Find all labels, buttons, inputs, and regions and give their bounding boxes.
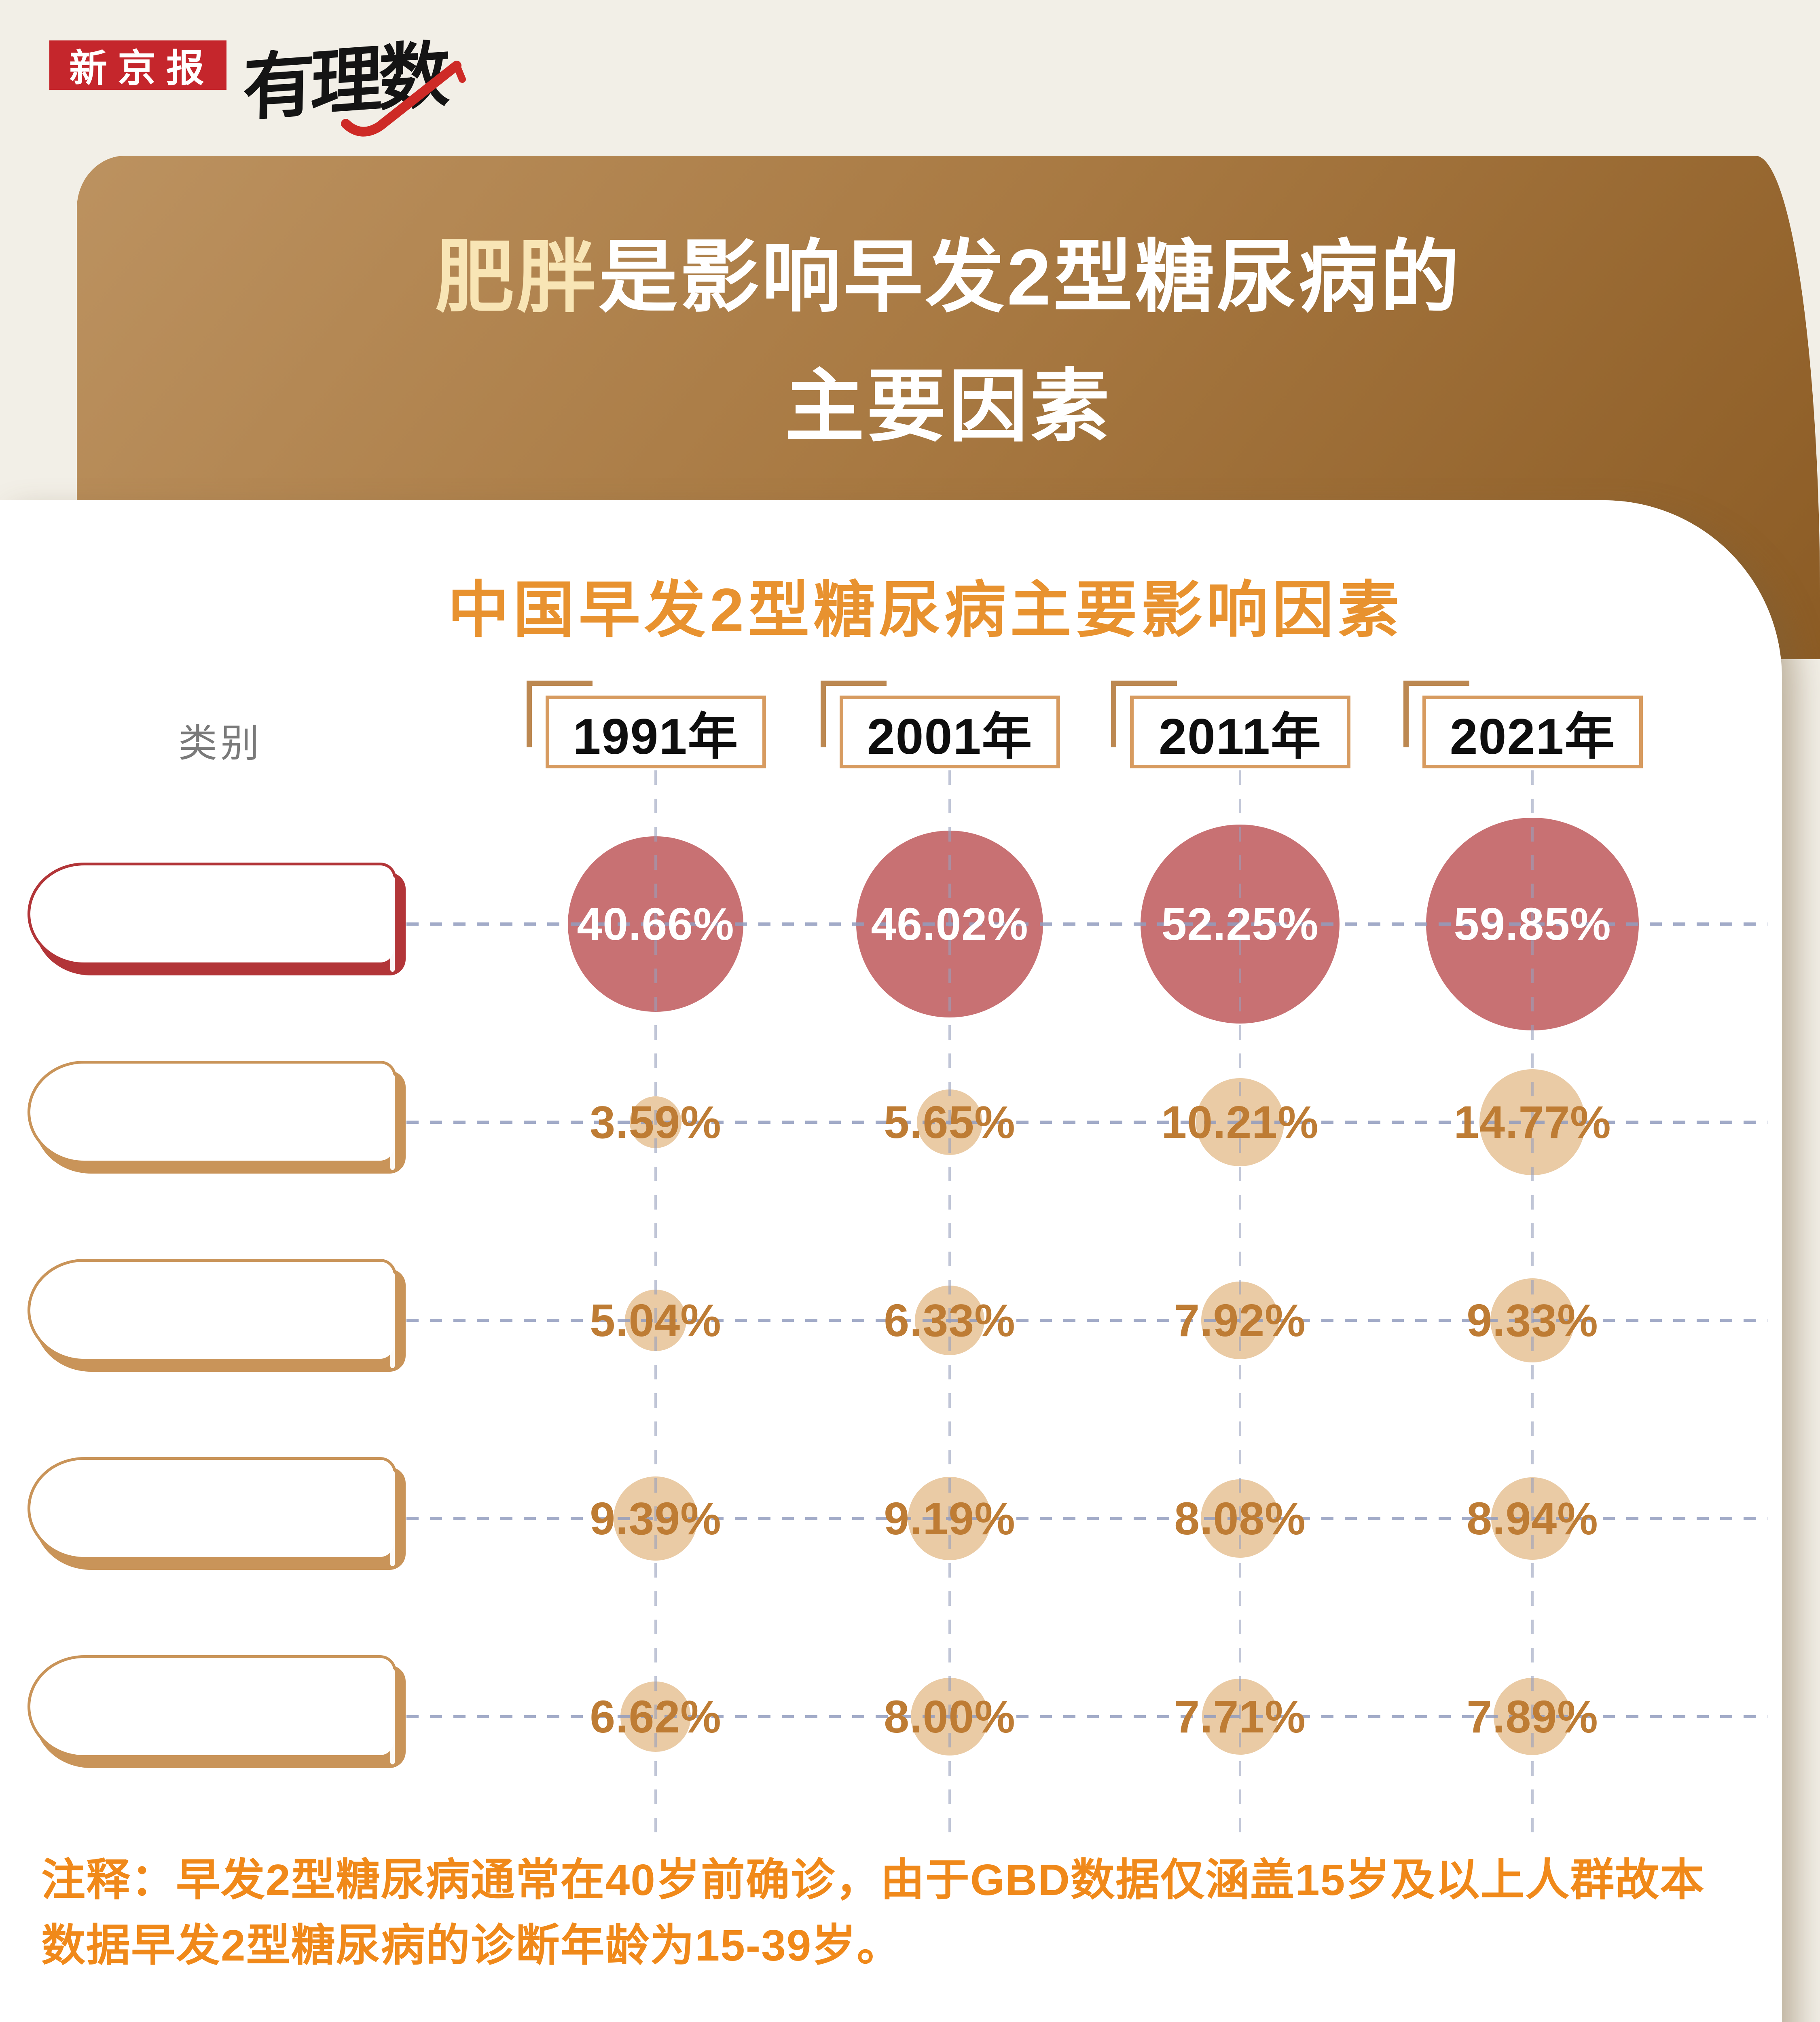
- data-value-label: 8.00%: [884, 1691, 1016, 1742]
- main-title-rest: 是影响早发2型糖尿病的: [598, 233, 1462, 321]
- footnote: 注释：早发2型糖尿病通常在40岁前确诊，由于GBD数据仅涵盖15岁及以上人群故本…: [41, 1847, 1788, 1978]
- row-label: 低全谷物饮食: [47, 1691, 392, 1753]
- vertical-gridline: [1531, 770, 1534, 1846]
- data-value-label: 52.25%: [1161, 899, 1319, 950]
- data-value-label: 6.62%: [590, 1691, 722, 1742]
- data-value-label: 46.02%: [871, 899, 1029, 950]
- row-label: 吸烟: [162, 1493, 277, 1555]
- row-label: 空气污染: [105, 1096, 335, 1159]
- row-gridline: [406, 1517, 1767, 1520]
- data-value-label: 14.77%: [1454, 1097, 1611, 1148]
- data-value-label: 9.33%: [1467, 1295, 1598, 1346]
- data-value-label: 10.21%: [1161, 1097, 1319, 1148]
- year-header-2: 2001年: [821, 681, 1060, 768]
- main-title-highlight: 肥胖: [435, 233, 599, 321]
- row-label: 高体重指数: [76, 898, 364, 960]
- data-value-label: 7.92%: [1174, 1295, 1306, 1346]
- chart-title: 中国早发2型糖尿病主要影响因素: [447, 576, 1403, 645]
- masthead-logo: 新京报: [49, 40, 226, 90]
- row-label-pill: 高体重指数: [28, 863, 406, 975]
- data-value-label: 7.71%: [1174, 1691, 1306, 1742]
- row-label-pill: 空气污染: [28, 1061, 406, 1174]
- data-value-label: 5.04%: [590, 1295, 722, 1346]
- row-gridline: [406, 1319, 1767, 1322]
- data-value-label: 6.33%: [884, 1295, 1016, 1346]
- data-value-label: 40.66%: [577, 899, 734, 950]
- footnote-line: 注释：早发2型糖尿病通常在40岁前确诊，由于GBD数据仅涵盖15岁及以上人群故本: [41, 1855, 1705, 1905]
- data-value-label: 59.85%: [1454, 899, 1611, 950]
- data-value-label: 8.94%: [1467, 1493, 1598, 1544]
- row-label-pill: 低全谷物饮食: [28, 1655, 406, 1768]
- logo-check-icon: [341, 61, 466, 137]
- data-value-label: 9.39%: [590, 1493, 722, 1544]
- row-label: 高红肉饮食: [76, 1294, 364, 1357]
- category-column-header: 类别: [178, 722, 262, 765]
- row-gridline: [406, 922, 1767, 926]
- vertical-gridline: [948, 770, 951, 1846]
- data-value-label: 7.89%: [1467, 1691, 1598, 1742]
- row-label-pill: 吸烟: [28, 1457, 406, 1570]
- main-title-line2: 主要因素: [785, 362, 1112, 451]
- row-label-pill: 高红肉饮食: [28, 1259, 406, 1372]
- data-value-label: 5.65%: [884, 1097, 1016, 1148]
- row-gridline: [406, 1121, 1767, 1124]
- main-title-line1: 肥胖是影响早发2型糖尿病的: [77, 213, 1820, 328]
- data-value-label: 3.59%: [590, 1097, 722, 1148]
- data-value-label: 9.19%: [884, 1493, 1016, 1544]
- year-header-3: 2011年: [1111, 681, 1350, 768]
- vertical-gridline: [654, 770, 657, 1846]
- vertical-gridline: [1239, 770, 1241, 1846]
- row-gridline: [406, 1715, 1767, 1718]
- footnote-line: 数据早发2型糖尿病的诊断年龄为15-39岁。: [41, 1921, 902, 1970]
- year-header-1: 1991年: [527, 681, 766, 768]
- year-header-4: 2021年: [1403, 681, 1643, 768]
- sub-brand-logo: 有理数: [242, 19, 493, 141]
- data-value-label: 8.08%: [1174, 1493, 1306, 1544]
